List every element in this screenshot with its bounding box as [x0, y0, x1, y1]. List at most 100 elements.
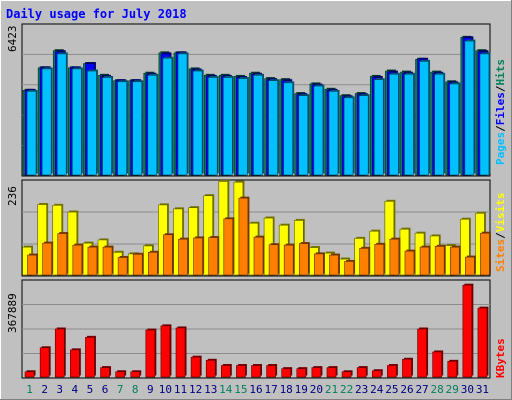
day-label-27: 27	[415, 383, 428, 396]
bar-pages-day-14	[223, 77, 233, 176]
bar-sites-day-8	[132, 253, 143, 276]
legend-separator: /	[494, 232, 507, 239]
day-label-24: 24	[370, 383, 384, 396]
day-label-22: 22	[340, 383, 353, 396]
bar-sites-day-27	[419, 246, 430, 276]
bar-sites-day-21	[329, 254, 339, 276]
bar-kbytes-day-23	[356, 367, 367, 378]
bar-pages-day-28	[434, 73, 444, 176]
day-label-14: 14	[219, 383, 233, 396]
day-label-6: 6	[102, 383, 109, 396]
bar-kbytes-day-13	[205, 360, 216, 378]
bar-kbytes-day-27	[417, 328, 427, 378]
bar-kbytes-day-3	[54, 328, 65, 378]
panel-kbytes: 367889 KBytes	[6, 279, 507, 379]
bar-kbytes-day-21	[326, 367, 337, 378]
bar-sites-day-12	[193, 237, 203, 276]
legend-visits-sites: Sites/Visits	[494, 193, 507, 273]
day-label-16: 16	[249, 383, 262, 396]
bar-pages-day-29	[449, 83, 460, 176]
bar-pages-day-26	[404, 73, 414, 176]
bar-pages-day-11	[177, 53, 188, 176]
bar-pages-day-9	[147, 75, 158, 176]
day-label-25: 25	[385, 383, 398, 396]
bar-pages-day-17	[268, 80, 278, 176]
bar-kbytes-day-22	[341, 371, 352, 378]
bar-pages-day-16	[253, 75, 263, 176]
bar-pages-day-6	[102, 77, 112, 176]
day-label-15: 15	[234, 383, 247, 396]
legend-hits-files-pages: Pages/Files/Hits	[494, 59, 507, 165]
bar-sites-day-10	[163, 234, 173, 276]
bar-sites-day-14	[223, 218, 234, 276]
legend-separator: /	[494, 85, 507, 92]
bar-sites-day-30	[465, 256, 475, 276]
bar-pages-day-30	[464, 40, 475, 176]
day-label-23: 23	[355, 383, 368, 396]
day-label-1: 1	[26, 383, 33, 396]
bar-kbytes-day-1	[24, 371, 35, 378]
day-label-5: 5	[87, 383, 94, 396]
bar-sites-day-3	[57, 233, 68, 276]
bar-kbytes-day-28	[432, 351, 442, 378]
bar-pages-day-23	[358, 95, 369, 176]
bar-kbytes-day-4	[70, 349, 80, 378]
day-label-18: 18	[280, 383, 293, 396]
bar-sites-day-29	[449, 246, 460, 276]
bar-sites-day-28	[434, 246, 445, 276]
day-label-11: 11	[174, 383, 187, 396]
day-label-13: 13	[204, 383, 217, 396]
bar-pages-day-25	[389, 73, 399, 176]
bar-kbytes-day-31	[477, 307, 488, 378]
bar-pages-day-19	[298, 95, 309, 176]
bar-sites-day-5	[87, 246, 98, 276]
day-label-10: 10	[159, 383, 172, 396]
bar-pages-day-31	[479, 53, 490, 176]
day-label-20: 20	[310, 383, 323, 396]
legend-item-sites: Sites	[494, 239, 507, 272]
bar-kbytes-day-8	[130, 371, 141, 378]
x-axis-day-labels: 1 2 3 4 5 6 7 8 9 10 11 12 13 14 15 16 17 18 19 20 21 22 23 24 2…	[26, 383, 489, 396]
day-label-3: 3	[56, 383, 63, 396]
bar-sites-day-19	[298, 243, 309, 276]
bar-pages-day-27	[419, 61, 429, 176]
day-label-12: 12	[189, 383, 202, 396]
bar-kbytes-day-24	[371, 370, 382, 378]
day-label-30: 30	[461, 383, 474, 396]
day-label-29: 29	[446, 383, 459, 396]
bar-kbytes-day-5	[85, 337, 95, 378]
legend-item-hits: Hits	[494, 59, 507, 86]
y-axis-tick-label: 236	[6, 186, 19, 206]
bar-pages-day-8	[132, 81, 143, 176]
day-label-9: 9	[147, 383, 154, 396]
bar-sites-day-24	[374, 244, 385, 276]
bar-pages-day-7	[117, 81, 127, 176]
legend-item-kbytes: KBytes	[494, 338, 507, 378]
bar-pages-day-2	[41, 68, 52, 176]
bar-sites-day-16	[253, 236, 264, 276]
bar-pages-day-24	[373, 79, 384, 176]
bar-sites-day-22	[344, 261, 354, 276]
bar-kbytes-day-25	[387, 365, 397, 378]
y-axis-tick-label: 367889	[6, 293, 19, 333]
bar-kbytes-day-2	[39, 347, 50, 378]
bar-kbytes-day-19	[296, 368, 307, 378]
day-label-8: 8	[132, 383, 139, 396]
bar-sites-day-31	[480, 232, 490, 276]
bar-sites-day-26	[404, 250, 415, 276]
bar-kbytes-day-26	[402, 358, 412, 378]
bar-pages-day-5	[87, 70, 97, 176]
bar-sites-day-4	[72, 244, 83, 276]
bar-sites-day-7	[117, 257, 128, 276]
bar-sites-day-15	[238, 197, 249, 276]
bar-sites-day-13	[208, 237, 219, 276]
bar-pages-day-1	[26, 91, 37, 176]
bar-sites-day-17	[268, 244, 279, 276]
bar-pages-day-22	[343, 97, 354, 176]
bar-kbytes-day-10	[160, 325, 171, 378]
bar-pages-day-18	[283, 82, 293, 176]
bar-sites-day-25	[389, 238, 400, 276]
bar-kbytes-day-16	[251, 365, 261, 378]
bar-pages-day-4	[72, 68, 82, 176]
